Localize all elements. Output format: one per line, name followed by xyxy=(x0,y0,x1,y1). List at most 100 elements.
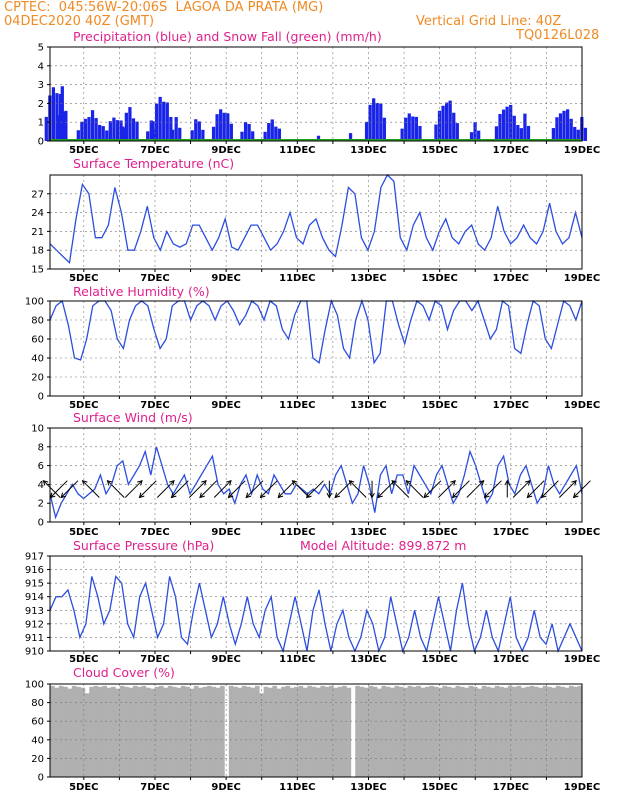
cloud-bar xyxy=(145,687,151,777)
precip-bar xyxy=(526,125,531,141)
cloud-bar xyxy=(477,688,483,777)
y-tick-label: 100 xyxy=(25,297,44,308)
cloud-bar xyxy=(438,687,443,777)
precip-bar xyxy=(57,115,61,141)
x-tick-label: 7DEC xyxy=(140,654,169,665)
x-tick-label: 17DEC xyxy=(493,400,529,411)
cloud-bar xyxy=(520,687,526,777)
precip-bar xyxy=(170,129,175,141)
precip-bar xyxy=(121,126,125,141)
precip-bar xyxy=(194,119,198,141)
precip-bar xyxy=(404,117,408,141)
cloud-bar xyxy=(433,686,439,777)
wind-arrow xyxy=(245,480,264,498)
precip-bar xyxy=(516,125,520,141)
y-tick-label: 6 xyxy=(38,461,44,472)
wind-arrow-head xyxy=(391,479,398,486)
precip-bar xyxy=(434,124,438,141)
y-tick-label: 917 xyxy=(25,552,44,563)
wind-arrow-head xyxy=(451,492,458,499)
x-tick-label: 9DEC xyxy=(211,782,240,793)
cloud-bar xyxy=(394,685,400,777)
cloud-bar xyxy=(381,685,387,777)
cloud-bar xyxy=(237,687,243,777)
run-date: 04DEC2020 40Z (GMT) xyxy=(4,14,155,29)
cloud-bar xyxy=(124,686,129,777)
plot-frame xyxy=(49,46,583,142)
cloud-bar xyxy=(302,687,308,777)
wind-arrow xyxy=(60,480,79,498)
wind-arrow-head xyxy=(226,479,232,486)
x-tick-label: 19DEC xyxy=(564,145,600,156)
precip-bar xyxy=(178,127,182,141)
x-tick-label: 5DEC xyxy=(69,782,98,793)
cloud-bar xyxy=(180,685,186,777)
precip-bar xyxy=(372,98,376,141)
precip-bar xyxy=(512,115,516,141)
cloud-bar xyxy=(228,685,234,777)
x-tick-label: 19DEC xyxy=(564,273,600,284)
precip-bar xyxy=(498,113,502,141)
x-tick-label: 13DEC xyxy=(350,145,386,156)
cloud-bar xyxy=(377,688,382,777)
cloud-bar xyxy=(486,686,491,777)
precip-bar xyxy=(455,123,459,141)
x-tick-label: 15DEC xyxy=(421,145,457,156)
cloud-bar xyxy=(512,686,517,777)
precip-bar xyxy=(583,127,588,141)
precip-bar xyxy=(267,123,271,141)
y-tick-label: 911 xyxy=(25,633,44,644)
precip-bar xyxy=(576,129,580,141)
x-tick-label: 11DEC xyxy=(279,273,315,284)
station-header: CPTEC: 045:56W-20:06S LAGOA DA PRATA (MG… xyxy=(4,0,324,15)
precip-bar xyxy=(169,116,173,141)
cloud-bar xyxy=(102,685,107,777)
y-tick-label: 10 xyxy=(31,424,44,435)
cloud-bar xyxy=(481,685,487,777)
y-tick-label: 40 xyxy=(31,735,44,746)
precip-bar xyxy=(452,112,456,141)
x-tick-label: 15DEC xyxy=(421,654,457,665)
y-tick-label: 915 xyxy=(25,579,44,590)
y-tick-label: 913 xyxy=(25,606,44,617)
precip-bar xyxy=(444,102,449,141)
wind-arrow-head xyxy=(199,492,205,499)
wind-arrow-head xyxy=(42,479,49,486)
x-tick-label: 19DEC xyxy=(564,782,600,793)
wind-arrow xyxy=(438,480,456,498)
precip-bar xyxy=(477,130,481,141)
wind-arrow xyxy=(228,480,246,498)
y-tick-label: 15 xyxy=(31,265,44,276)
cloud-bar xyxy=(71,685,77,777)
precip-bar xyxy=(76,130,80,141)
cloud-bar xyxy=(76,686,81,777)
precip-bar xyxy=(108,121,112,141)
cloud-bar xyxy=(337,686,343,777)
cloud-bar xyxy=(268,687,273,777)
wind-arrow-head xyxy=(245,492,252,499)
wind-arrow xyxy=(107,480,125,498)
cloud-bar xyxy=(494,685,500,777)
precip-bar xyxy=(128,107,132,141)
panel-4: Surface Wind (m/s) 0 2 4 6 8 10 5DEC 7DEC 9DEC 11D… xyxy=(31,410,600,538)
precip-bar xyxy=(153,129,157,141)
x-tick-label: 9DEC xyxy=(211,145,240,156)
wind-arrow-head xyxy=(81,479,88,486)
y-tick-label: 60 xyxy=(31,335,44,346)
precip-bar xyxy=(60,86,64,141)
cloud-bar xyxy=(398,686,404,777)
wind-arrow xyxy=(292,480,310,498)
precip-bar xyxy=(494,126,499,141)
wind-arrow-head xyxy=(423,492,430,499)
cloud-bar xyxy=(320,685,326,777)
x-tick-label: 11DEC xyxy=(279,527,315,538)
precip-bar xyxy=(505,106,509,141)
y-tick-label: 4 xyxy=(38,480,44,491)
cloud-bar xyxy=(298,685,304,777)
wind-arrow xyxy=(156,480,175,498)
precip-bar xyxy=(411,116,415,141)
precip-bar xyxy=(573,126,577,141)
precip-bar xyxy=(251,131,255,141)
cloud-bar xyxy=(368,685,373,777)
cloud-bar xyxy=(307,685,312,777)
